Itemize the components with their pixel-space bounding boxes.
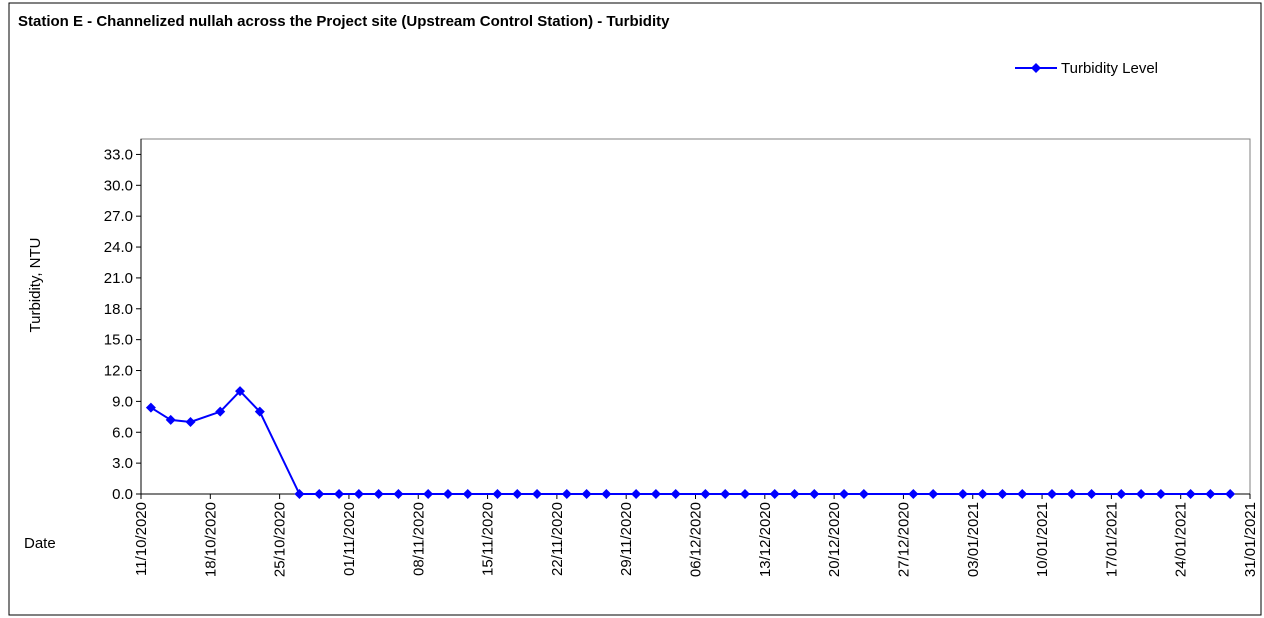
y-tick-label: 12.0 bbox=[104, 363, 133, 380]
marker bbox=[334, 489, 345, 499]
y-tick-label: 27.0 bbox=[104, 208, 133, 225]
marker bbox=[1205, 489, 1216, 499]
x-tick-label: 11/10/2020 bbox=[133, 502, 150, 576]
marker bbox=[1046, 489, 1057, 499]
marker bbox=[1017, 489, 1028, 499]
marker bbox=[1116, 489, 1127, 499]
marker bbox=[601, 489, 612, 499]
marker bbox=[1225, 489, 1236, 499]
marker bbox=[957, 489, 968, 499]
y-tick-label: 3.0 bbox=[112, 455, 133, 472]
x-tick-label: 27/12/2020 bbox=[895, 502, 912, 577]
marker bbox=[1155, 489, 1166, 499]
marker bbox=[740, 489, 751, 499]
x-tick-label: 08/11/2020 bbox=[410, 502, 427, 576]
marker bbox=[185, 416, 196, 427]
x-tick-label: 01/11/2020 bbox=[341, 502, 358, 576]
marker bbox=[720, 489, 731, 499]
x-tick-label: 18/10/2020 bbox=[202, 502, 219, 577]
marker bbox=[254, 406, 265, 417]
marker bbox=[353, 489, 364, 499]
y-axis-label: Turbidity, NTU bbox=[27, 237, 44, 332]
marker bbox=[561, 489, 572, 499]
x-tick-label: 24/01/2021 bbox=[1173, 502, 1190, 577]
y-tick-label: 15.0 bbox=[104, 332, 133, 349]
marker bbox=[839, 489, 850, 499]
marker bbox=[294, 489, 305, 499]
marker bbox=[1185, 489, 1196, 499]
plot-area bbox=[140, 138, 1251, 495]
legend-marker bbox=[1031, 63, 1041, 73]
marker bbox=[789, 489, 800, 499]
x-tick-label: 13/12/2020 bbox=[757, 502, 774, 577]
x-tick-label: 15/11/2020 bbox=[480, 502, 497, 576]
series-line bbox=[150, 389, 1231, 495]
x-tick-label: 25/10/2020 bbox=[272, 502, 289, 577]
y-tick-label: 0.0 bbox=[112, 486, 133, 503]
marker bbox=[462, 489, 473, 499]
marker bbox=[977, 489, 988, 499]
x-tick-label: 31/01/2021 bbox=[1242, 502, 1259, 577]
marker bbox=[512, 489, 523, 499]
x-tick-label: 17/01/2021 bbox=[1103, 502, 1120, 577]
marker bbox=[928, 489, 939, 499]
chart-frame bbox=[8, 2, 1262, 616]
marker bbox=[670, 489, 681, 499]
marker bbox=[809, 489, 820, 499]
marker bbox=[235, 386, 246, 397]
x-tick-label: 10/01/2021 bbox=[1034, 502, 1051, 577]
y-tick-label: 6.0 bbox=[112, 424, 133, 441]
marker bbox=[1136, 489, 1147, 499]
y-tick-label: 18.0 bbox=[104, 301, 133, 318]
marker bbox=[532, 489, 543, 499]
marker bbox=[700, 489, 711, 499]
x-tick-label: 22/11/2020 bbox=[549, 502, 566, 576]
x-tick-label: 29/11/2020 bbox=[618, 502, 635, 576]
x-tick-label: 03/01/2021 bbox=[965, 502, 982, 577]
marker bbox=[650, 489, 661, 499]
marker bbox=[393, 489, 404, 499]
marker bbox=[769, 489, 780, 499]
x-tick-label: 06/12/2020 bbox=[688, 502, 705, 577]
marker bbox=[373, 489, 384, 499]
y-tick-label: 21.0 bbox=[104, 270, 133, 287]
marker bbox=[908, 489, 919, 499]
marker bbox=[1086, 489, 1097, 499]
legend-label: Turbidity Level bbox=[1061, 60, 1158, 77]
marker bbox=[165, 414, 176, 425]
y-tick-label: 30.0 bbox=[104, 177, 133, 194]
marker bbox=[492, 489, 503, 499]
y-tick-label: 33.0 bbox=[104, 146, 133, 163]
marker bbox=[858, 489, 869, 499]
marker bbox=[215, 406, 226, 417]
marker bbox=[442, 489, 453, 499]
marker bbox=[997, 489, 1008, 499]
marker bbox=[314, 489, 325, 499]
marker bbox=[423, 489, 434, 499]
marker bbox=[581, 489, 592, 499]
marker bbox=[145, 402, 156, 413]
marker bbox=[631, 489, 642, 499]
chart-title: Station E - Channelized nullah across th… bbox=[18, 13, 670, 30]
x-axis-label: Date bbox=[24, 535, 56, 552]
x-tick-label: 20/12/2020 bbox=[826, 502, 843, 577]
marker bbox=[1066, 489, 1077, 499]
y-tick-label: 9.0 bbox=[112, 393, 133, 410]
y-tick-label: 24.0 bbox=[104, 239, 133, 256]
